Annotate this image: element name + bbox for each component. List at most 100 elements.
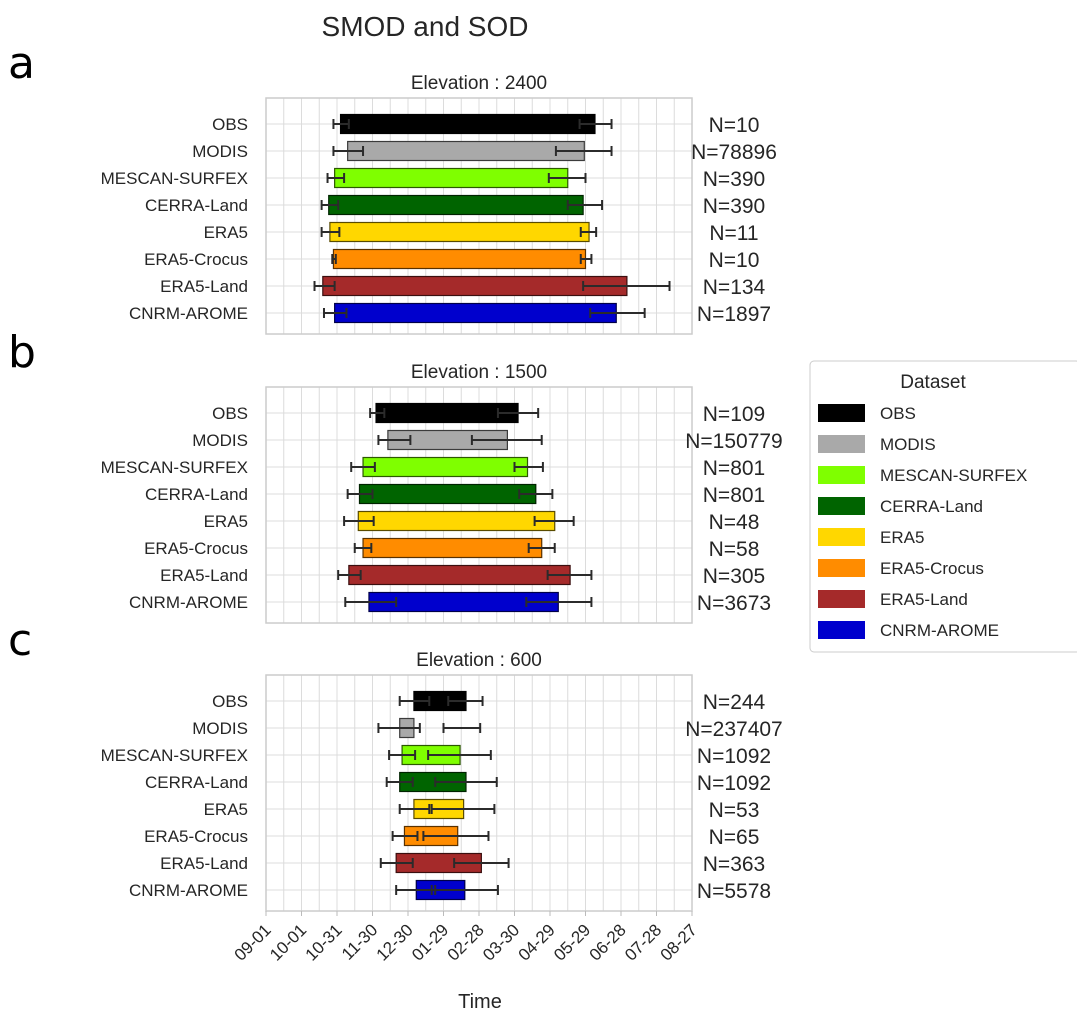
category-label: MODIS — [192, 142, 248, 161]
legend-item: CERRA-Land — [818, 497, 983, 516]
smod-error-bar — [589, 308, 646, 318]
grid — [265, 675, 693, 911]
legend-label: OBS — [880, 404, 916, 423]
smod-error-bar — [582, 281, 671, 291]
legend-items: OBS MODIS MESCAN-SURFEX CERRA-Land ERA5 ERA5-… — [818, 404, 1027, 640]
legend-label: MODIS — [880, 435, 936, 454]
smod-error-bar — [518, 489, 554, 499]
bar-row: OBS N=109 — [212, 402, 765, 426]
legend-swatch — [818, 404, 865, 422]
smod-error-bar — [496, 408, 540, 418]
category-label: ERA5 — [204, 223, 248, 242]
n-count-label: N=237407 — [685, 718, 783, 741]
sod-error-bar — [332, 146, 365, 156]
legend-swatch — [818, 590, 865, 608]
sod-error-bar — [377, 435, 412, 445]
panels: a Elevation : 2400 OBS N=10 MODIS N=78896 MESC… — [8, 38, 783, 912]
bar — [334, 167, 569, 189]
bar-row: MESCAN-SURFEX N=1092 — [101, 744, 771, 768]
n-count-label: N=3673 — [697, 592, 771, 615]
legend-swatch — [818, 528, 865, 546]
bar — [329, 221, 590, 243]
category-label: MESCAN-SURFEX — [101, 746, 248, 765]
category-label: OBS — [212, 115, 248, 134]
category-label: MESCAN-SURFEX — [101, 169, 248, 188]
n-count-label: N=10 — [709, 114, 760, 137]
legend-frame — [809, 360, 1077, 653]
legend-item: CNRM-AROME — [818, 621, 999, 640]
bar-row: ERA5 N=53 — [204, 798, 759, 822]
bar-row: ERA5-Land N=363 — [160, 852, 765, 876]
legend-label: CNRM-AROME — [880, 621, 999, 640]
panel-a: a Elevation : 2400 OBS N=10 MODIS N=78896 MESC… — [8, 38, 777, 335]
bar — [375, 402, 519, 424]
bar — [328, 194, 584, 216]
bar — [339, 113, 596, 135]
legend-item: MODIS — [818, 435, 936, 454]
category-label: MODIS — [192, 431, 248, 450]
legend-item: MESCAN-SURFEX — [818, 466, 1027, 485]
n-count-label: N=363 — [703, 853, 765, 876]
n-count-label: N=801 — [703, 457, 765, 480]
n-count-label: N=11 — [709, 222, 758, 245]
bar-row: ERA5-Land N=305 — [160, 564, 765, 588]
x-tick-label: 05-29 — [550, 920, 594, 964]
n-count-label: N=48 — [709, 511, 760, 534]
sod-error-bar — [369, 408, 386, 418]
bar — [334, 302, 617, 324]
x-tick-label: 02-28 — [444, 920, 488, 964]
category-label: CNRM-AROME — [129, 593, 248, 612]
panel-c: c Elevation : 600 OBS N=244 MODIS N=237407 MES… — [8, 615, 783, 912]
n-count-label: N=1897 — [697, 303, 771, 326]
x-tick-label: 07-28 — [621, 920, 665, 964]
category-label: CERRA-Land — [145, 773, 248, 792]
n-count-label: N=65 — [709, 826, 760, 849]
category-label: MESCAN-SURFEX — [101, 458, 248, 477]
category-label: ERA5 — [204, 800, 248, 819]
category-label: ERA5-Land — [160, 277, 248, 296]
x-axis: 09-0110-0110-3111-3012-3001-2902-2803-30… — [231, 911, 701, 965]
bar — [362, 537, 543, 559]
category-label: OBS — [212, 404, 248, 423]
smod-error-bar — [442, 723, 482, 733]
sod-error-bar — [350, 462, 376, 472]
legend-swatch — [818, 621, 865, 639]
smod-error-bar — [579, 227, 598, 237]
n-count-label: N=10 — [709, 249, 760, 272]
n-count-label: N=134 — [703, 276, 766, 299]
smod-error-bar — [579, 254, 593, 264]
bar-row: MODIS N=150779 — [192, 429, 783, 453]
sod-error-bar — [344, 597, 398, 607]
x-tick-label: 06-28 — [586, 920, 630, 964]
sod-error-bar — [398, 804, 431, 814]
panel-b: b Elevation : 1500 OBS N=109 MODIS N=150779 ME… — [8, 327, 783, 624]
n-count-label: N=244 — [703, 691, 766, 714]
category-label: CERRA-Land — [145, 485, 248, 504]
legend-label: CERRA-Land — [880, 497, 983, 516]
category-label: CNRM-AROME — [129, 304, 248, 323]
smod-error-bar — [427, 750, 492, 760]
n-count-label: N=305 — [703, 565, 765, 588]
bar — [348, 564, 571, 586]
bar-row: OBS N=10 — [212, 113, 760, 137]
bar-row: ERA5-Land N=134 — [160, 275, 766, 299]
bar-row: CERRA-Land N=1092 — [145, 771, 771, 795]
legend-label: ERA5-Land — [880, 590, 968, 609]
legend-item: OBS — [818, 404, 916, 423]
n-count-label: N=801 — [703, 484, 765, 507]
smod-error-bar — [578, 119, 613, 129]
sod-error-bar — [320, 200, 340, 210]
legend-label: ERA5-Crocus — [880, 559, 984, 578]
bar-row: CERRA-Land N=801 — [145, 483, 765, 507]
bar — [347, 140, 585, 162]
bar-row: CNRM-AROME N=1897 — [129, 302, 771, 326]
category-label: CERRA-Land — [145, 196, 248, 215]
smod-error-bar — [470, 435, 543, 445]
x-tick-label: 01-29 — [408, 920, 452, 964]
legend-label: MESCAN-SURFEX — [880, 466, 1027, 485]
smod-error-bar — [547, 173, 587, 183]
category-label: ERA5-Land — [160, 854, 248, 873]
legend-swatch — [818, 497, 865, 515]
sod-error-bar — [388, 750, 417, 760]
bar — [357, 510, 556, 532]
